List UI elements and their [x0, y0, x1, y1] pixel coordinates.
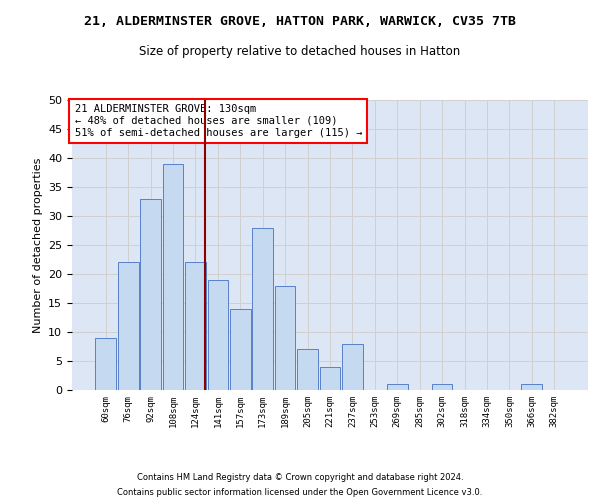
Bar [185, 262, 206, 390]
Bar [140, 198, 161, 390]
Bar [163, 164, 184, 390]
Bar [253, 228, 273, 390]
Bar [95, 338, 116, 390]
Y-axis label: Number of detached properties: Number of detached properties [32, 158, 43, 332]
Bar [230, 309, 251, 390]
Text: Size of property relative to detached houses in Hatton: Size of property relative to detached ho… [139, 45, 461, 58]
Text: 21, ALDERMINSTER GROVE, HATTON PARK, WARWICK, CV35 7TB: 21, ALDERMINSTER GROVE, HATTON PARK, WAR… [84, 15, 516, 28]
Bar [387, 384, 407, 390]
Bar [320, 367, 340, 390]
Bar [297, 350, 318, 390]
Bar [342, 344, 363, 390]
Bar [118, 262, 139, 390]
Text: Contains public sector information licensed under the Open Government Licence v3: Contains public sector information licen… [118, 488, 482, 497]
Bar [521, 384, 542, 390]
Bar [275, 286, 295, 390]
Text: Contains HM Land Registry data © Crown copyright and database right 2024.: Contains HM Land Registry data © Crown c… [137, 473, 463, 482]
Text: 21 ALDERMINSTER GROVE: 130sqm
← 48% of detached houses are smaller (109)
51% of : 21 ALDERMINSTER GROVE: 130sqm ← 48% of d… [74, 104, 362, 138]
Bar [432, 384, 452, 390]
Bar [208, 280, 228, 390]
